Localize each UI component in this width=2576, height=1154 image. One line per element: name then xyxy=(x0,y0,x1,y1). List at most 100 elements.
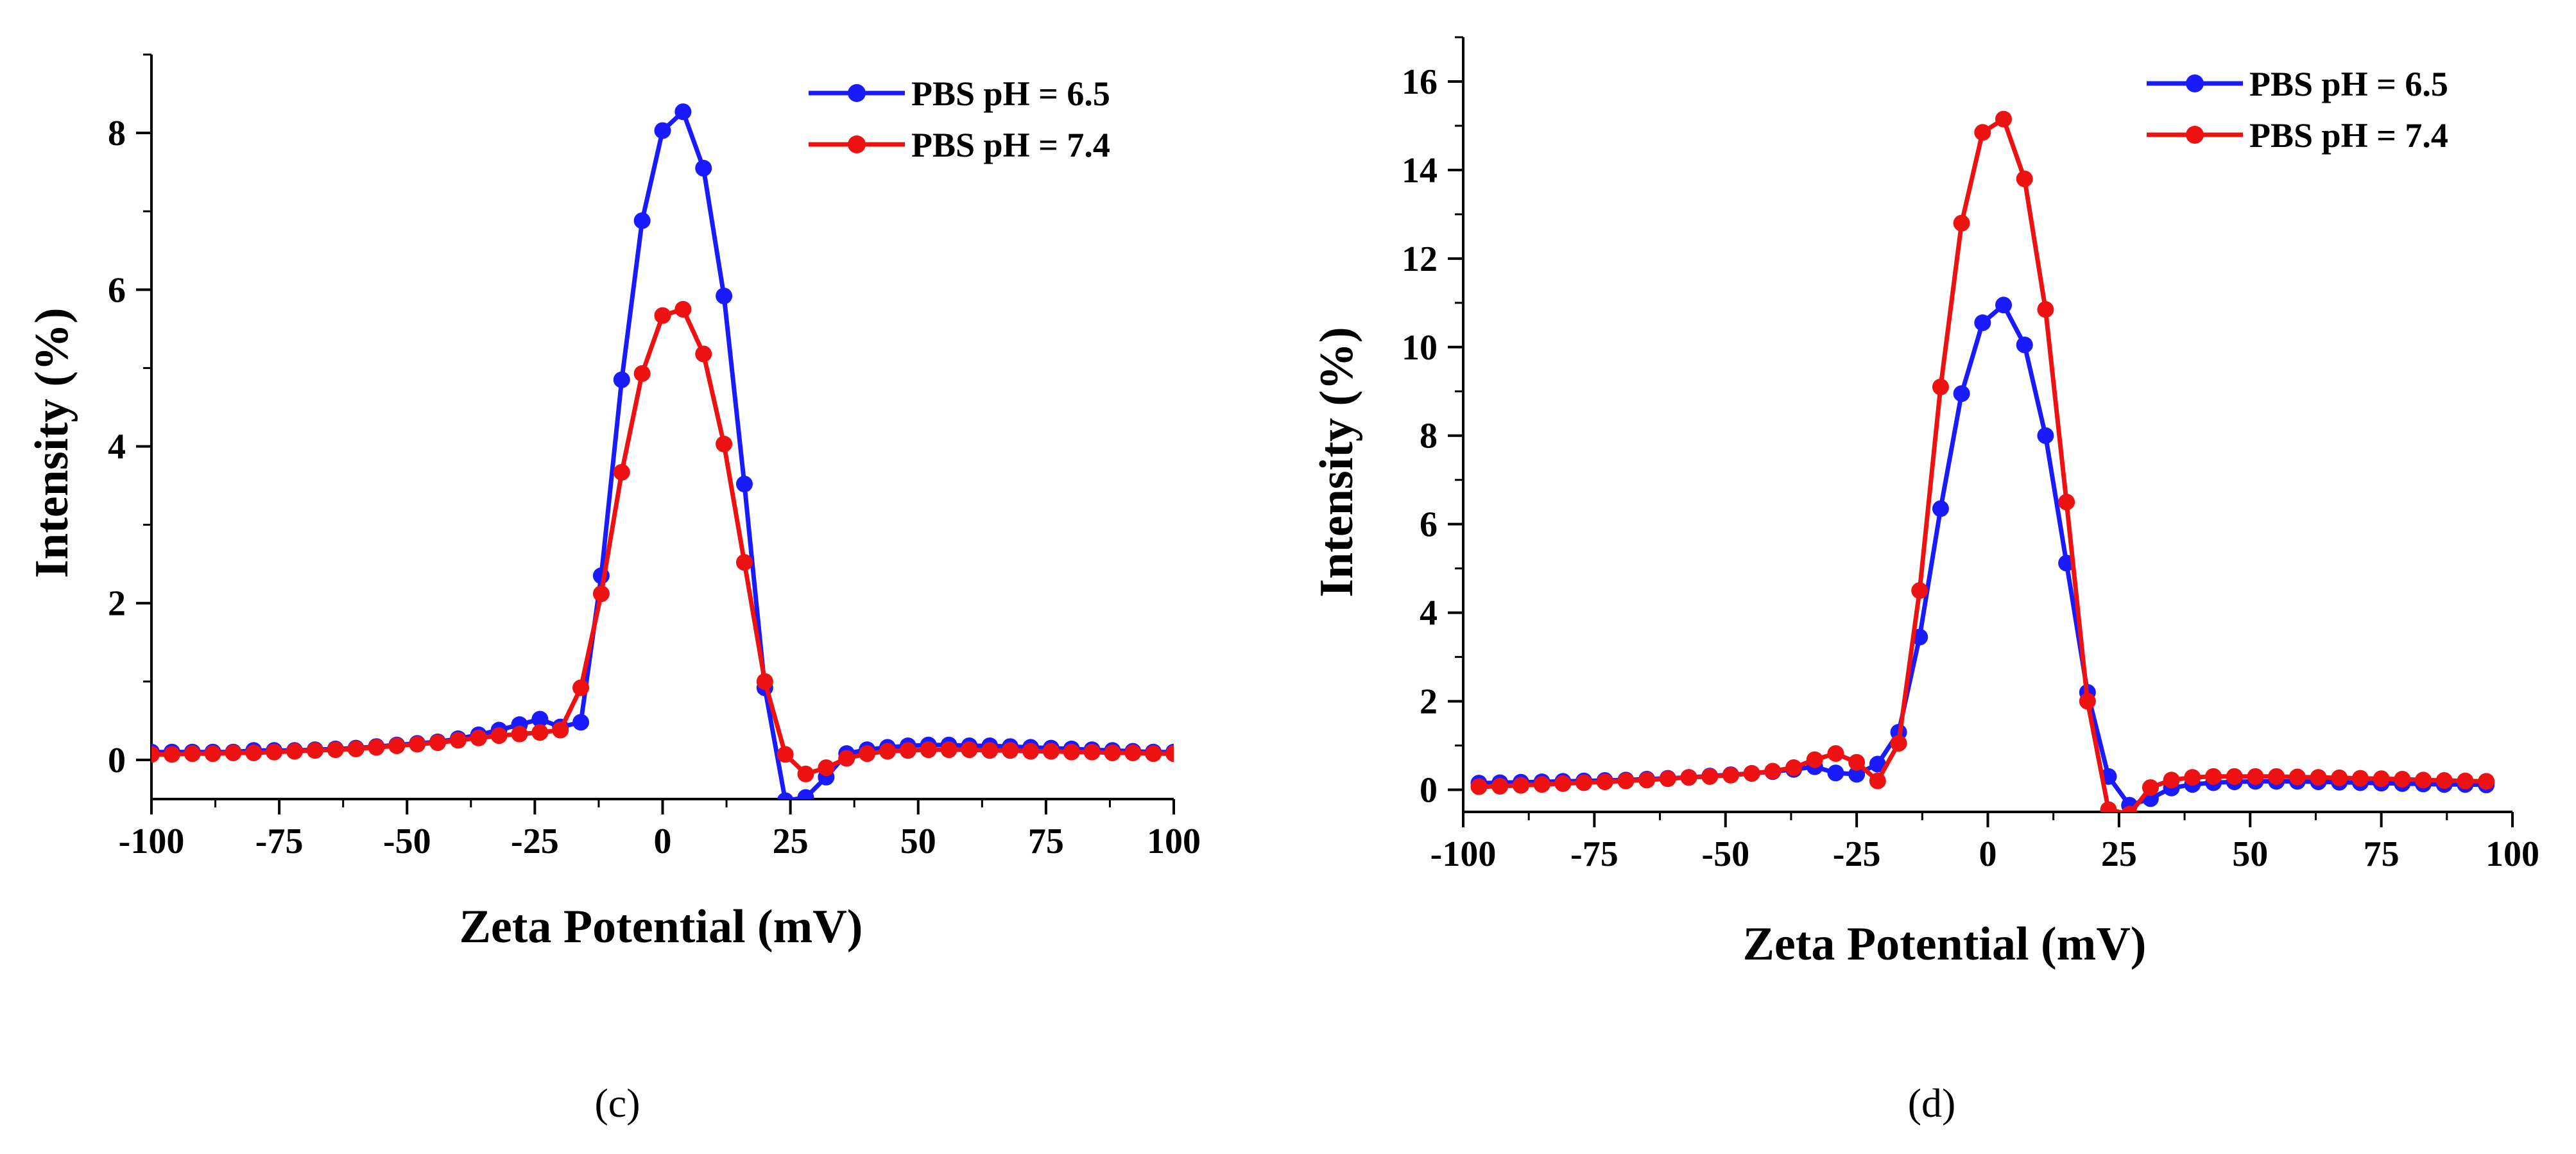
chart-d-series-1-point xyxy=(2037,301,2054,318)
chart-d-x-tick-label: -25 xyxy=(1833,834,1881,874)
chart-d-series-1-point xyxy=(2351,770,2369,787)
chart-d-series-1-point xyxy=(2184,769,2201,786)
chart-c-series-1-point xyxy=(552,721,569,739)
chart-c-ylabel: Intensity (%) xyxy=(26,307,78,578)
chart-c-series-1-point xyxy=(286,743,304,760)
chart-d-series-1-point xyxy=(2331,769,2348,786)
chart-d-xlabel: Zeta Potential (mV) xyxy=(1743,918,2147,970)
chart-c-series-1-point xyxy=(163,746,180,763)
chart-panel-d: Zeta Potential (mV) Intensity (%) (d) -1… xyxy=(1310,36,2539,1126)
chart-c-series-1-point xyxy=(1002,742,1019,759)
chart-c-series-1-point xyxy=(409,736,426,753)
chart-d-y-tick-label: 4 xyxy=(1420,594,1438,633)
chart-c-series-1-point xyxy=(429,734,447,752)
chart-d-series-1-point xyxy=(2058,494,2075,511)
chart-d-series-0-line xyxy=(1479,302,2487,808)
chart-c-series-1-point xyxy=(961,741,978,759)
chart-c-series-1-point xyxy=(470,729,487,746)
chart-c-series-0-point xyxy=(531,710,549,728)
chart-c-series-0-line xyxy=(151,109,1174,799)
chart-c-series-1-point xyxy=(1145,745,1162,762)
chart-c-series-0-point xyxy=(735,476,753,493)
chart-c-x-tick-label: 50 xyxy=(900,822,936,861)
chart-d-series-1-point xyxy=(1890,735,1907,752)
chart-d-y-tick-label: 6 xyxy=(1420,505,1438,545)
chart-d-series-1-point xyxy=(1576,774,1593,791)
chart-c-series-1-point xyxy=(368,739,385,756)
chart-c-legend-marker xyxy=(848,84,866,102)
chart-c-y-tick-label: 2 xyxy=(108,584,126,624)
chart-d-series-1-point xyxy=(1596,773,1613,791)
chart-c-series-1-point xyxy=(327,741,344,759)
chart-c-series-1-point xyxy=(1124,744,1142,761)
chart-c-series-1-point xyxy=(838,750,855,767)
chart-c-series-1-point xyxy=(920,741,937,759)
chart-c-series-1-point xyxy=(613,463,630,481)
chart-d-x-tick-label: 50 xyxy=(2232,834,2268,874)
chart-c-series-1-point xyxy=(756,673,773,690)
chart-c-series-1-point xyxy=(449,732,467,749)
chart-d-series-1-point xyxy=(1701,768,1719,785)
chart-d-series-1-point xyxy=(1911,582,1928,599)
chart-d-series-1-point xyxy=(1722,766,1739,784)
chart-d-series-1-point xyxy=(2435,772,2453,789)
chart-c-series-1-point xyxy=(981,742,999,759)
chart-c-x-tick-label: -75 xyxy=(255,822,304,861)
chart-d-series-1-point xyxy=(1848,754,1866,771)
chart-d-legend-marker xyxy=(2186,74,2204,92)
chart-d-legend-label: PBS pH = 6.5 xyxy=(2249,65,2448,103)
chart-c-series-1-point xyxy=(1104,744,1121,761)
chart-d-x-tick-label: -100 xyxy=(1430,834,1497,874)
chart-d-y-tick-label: 2 xyxy=(1420,682,1438,722)
chart-c-series-0-point xyxy=(797,789,814,799)
chart-d-series-0-point xyxy=(2037,427,2054,444)
chart-c-series-0 xyxy=(151,103,1174,799)
chart-d-series-1-point xyxy=(2079,693,2096,710)
chart-c-series-1-point xyxy=(184,745,201,762)
chart-d-series-1-line xyxy=(1479,117,2487,812)
chart-c-series-1-point xyxy=(1022,743,1039,760)
chart-c-series-1-point xyxy=(1165,745,1174,762)
chart-d-x-tick-label: 100 xyxy=(2486,834,2539,874)
chart-d-series-1-point xyxy=(1827,745,1844,762)
chart-c-series-1-point xyxy=(592,585,610,603)
chart-d-series-1-point xyxy=(1806,751,1823,768)
chart-c-series-0-point xyxy=(613,371,630,388)
chart-d-series-1-point xyxy=(1953,214,1970,232)
chart-d-series-0-point xyxy=(1995,297,2013,314)
chart-c-legend-marker xyxy=(848,135,866,153)
chart-d-x-tick-label: 75 xyxy=(2364,834,2400,874)
chart-c-x-tick-label: -25 xyxy=(511,822,559,861)
chart-d-series-1-point xyxy=(1638,771,1656,789)
chart-c-series-1-point xyxy=(879,743,896,760)
chart-c-series-1-point xyxy=(388,737,406,754)
chart-d-series-0-point xyxy=(1869,755,1886,773)
chart-d-x-tick-label: -75 xyxy=(1570,834,1619,874)
chart-c-x-tick-label: -100 xyxy=(119,822,185,861)
chart-d-series-1-point xyxy=(1785,759,1803,777)
chart-d-x-tick-label: -50 xyxy=(1701,834,1749,874)
chart-c-series-1-point xyxy=(899,742,916,759)
chart-d-series-1-point xyxy=(2288,768,2306,786)
chart-d-series-0 xyxy=(1470,297,2495,812)
chart-c-x-tick-label: -50 xyxy=(383,822,431,861)
chart-d-y-tick-label: 10 xyxy=(1402,328,1438,368)
chart-d-series-1-point xyxy=(1659,770,1676,788)
chart-d-series-1-point xyxy=(2100,801,2117,812)
chart-c-series-0-point xyxy=(695,160,712,177)
chart-c-series-1-point xyxy=(245,744,262,761)
chart-c-series-1-point xyxy=(797,765,814,782)
panel-label-c: (c) xyxy=(594,1080,640,1126)
chart-c-x-tick-label: 0 xyxy=(654,822,672,861)
chart-d-series-1-point xyxy=(1974,124,1991,141)
chart-c-series-0-point xyxy=(633,212,651,229)
chart-c-series-1 xyxy=(151,300,1174,782)
chart-d-ylabel: Intensity (%) xyxy=(1310,327,1363,597)
chart-d-y-tick-label: 14 xyxy=(1402,151,1438,191)
chart-c-series-1-point xyxy=(940,741,957,759)
chart-c-series-1-point xyxy=(674,300,692,318)
chart-d-series-1-point xyxy=(2226,768,2243,785)
chart-c-series-1-line xyxy=(151,307,1174,777)
chart-c-series-1-point xyxy=(347,740,365,757)
